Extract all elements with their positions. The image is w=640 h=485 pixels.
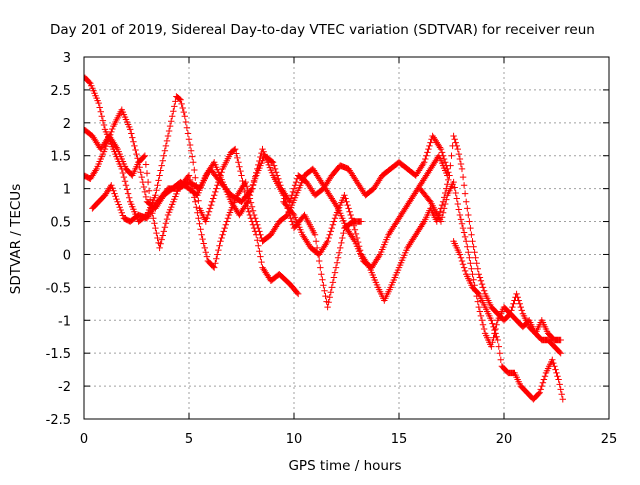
y-tick-label: 0.5 xyxy=(50,216,71,231)
plot-frame xyxy=(83,56,610,420)
y-axis-label: SDTVAR / TECUs xyxy=(8,184,24,294)
y-tick-label: 1 xyxy=(63,183,71,198)
x-tick-label: 20 xyxy=(496,432,513,447)
y-tick-label: -0.5 xyxy=(46,281,71,296)
x-tick-label: 10 xyxy=(286,432,303,447)
series-markers xyxy=(450,238,566,403)
y-tick-label: 2 xyxy=(63,117,71,132)
data-series xyxy=(84,73,566,403)
y-tick-label: -1.5 xyxy=(46,347,71,362)
y-tick-label: -2 xyxy=(58,380,71,395)
y-tick-label: 1.5 xyxy=(50,150,71,165)
x-tick-label: 25 xyxy=(601,432,618,447)
series-trace-6 xyxy=(416,178,564,357)
y-tick-label: 0 xyxy=(63,248,71,263)
grid xyxy=(84,57,609,419)
x-tick-label: 15 xyxy=(391,432,408,447)
y-tick-label: 3 xyxy=(63,51,71,66)
x-tick-label: 0 xyxy=(80,432,88,447)
chart-title: Day 201 of 2019, Sidereal Day-to-day VTE… xyxy=(50,22,595,38)
y-tick-label: -2.5 xyxy=(46,413,71,428)
series-trace-7 xyxy=(450,238,566,403)
series-markers xyxy=(416,178,564,357)
x-axis-label: GPS time / hours xyxy=(288,458,401,474)
axis-ticks: 0 5 10 15 20 25 -2.5 -2 -1.5 -1 -0.5 0 0.5 1 1.5 2 2.5 3 xyxy=(46,51,618,447)
y-tick-label: 2.5 xyxy=(50,84,71,99)
y-tick-label: -1 xyxy=(58,314,71,329)
x-tick-label: 5 xyxy=(185,432,193,447)
